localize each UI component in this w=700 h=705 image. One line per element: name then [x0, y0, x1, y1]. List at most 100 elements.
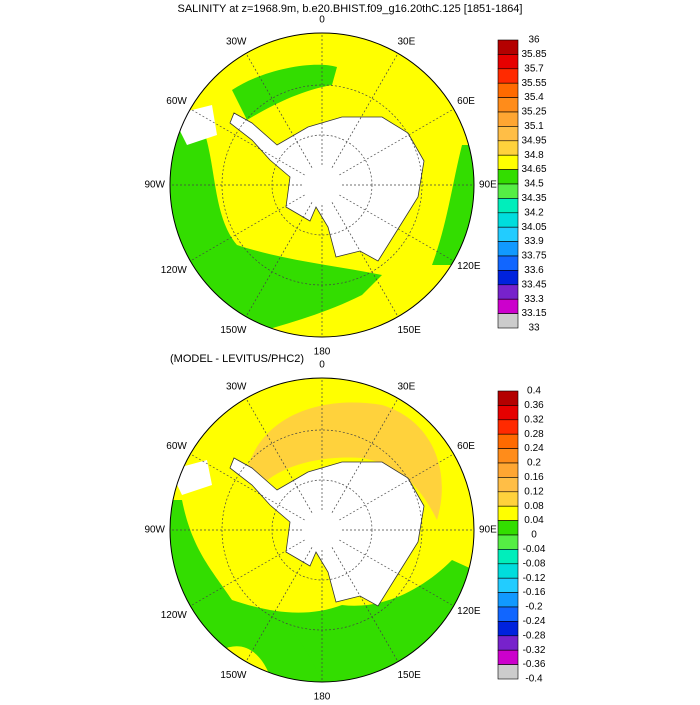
field-green: [170, 500, 474, 682]
colorbar-label: 33.75: [521, 251, 546, 262]
map-border: [169, 377, 475, 683]
longitude-label: 60W: [166, 96, 187, 107]
colorbar-box: [497, 577, 519, 593]
longitude-label: 60E: [457, 441, 475, 452]
longitude-label: 60W: [166, 441, 187, 452]
colorbar-box: [497, 126, 519, 142]
colorbar-box: [497, 169, 519, 185]
longitude-label: 90E: [479, 525, 497, 536]
colorbar-box: [497, 82, 519, 98]
meridians: [170, 33, 474, 337]
map-title: (MODEL - LEVITUS/PHC2): [170, 353, 304, 365]
colorbar-label: 0.2: [527, 458, 541, 469]
colorbar-label: 0.08: [524, 501, 544, 512]
colorbar-label: -0.28: [523, 630, 546, 641]
longitude-label: 30E: [398, 381, 416, 392]
colorbar-box: [497, 198, 519, 214]
meridian: [331, 202, 399, 317]
longitude-label: 60E: [457, 96, 475, 107]
colorbar-box: [497, 649, 519, 665]
colorbar-label: 34.05: [521, 222, 546, 233]
colorbar-label: -0.12: [523, 573, 546, 584]
colorbar-label: -0.32: [523, 645, 546, 656]
colorbar-label: 34.95: [521, 135, 546, 146]
colorbar-label: 34.2: [524, 207, 544, 218]
longitude-label: 120W: [161, 265, 188, 276]
colorbar-box: [497, 549, 519, 565]
colorbar-box: [497, 563, 519, 579]
colorbar-box: [497, 298, 519, 314]
colorbar-label: -0.04: [523, 544, 546, 555]
colorbar-label: 0.04: [524, 515, 544, 526]
colorbar-label: 0.36: [524, 400, 544, 411]
colorbar-box: [497, 433, 519, 449]
longitude-label: 120E: [457, 261, 481, 272]
colorbar-box: [497, 664, 519, 680]
longitude-label: 150W: [220, 670, 247, 681]
colorbar-label: 0.24: [524, 443, 544, 454]
map-title: SALINITY at z=1968.9m, b.e20.BHIST.f09_g…: [177, 3, 522, 15]
longitude-label: 150E: [398, 325, 422, 336]
colorbar-box: [497, 520, 519, 536]
colorbar-box: [497, 606, 519, 622]
map-border: [169, 32, 475, 338]
colorbar-label: 35.85: [521, 49, 546, 60]
longitude-label: 120W: [161, 610, 188, 621]
longitude-label: 180: [314, 347, 331, 358]
colorbar-label: 0.12: [524, 486, 544, 497]
colorbar-label: 34.65: [521, 164, 546, 175]
colorbar-box: [497, 68, 519, 84]
colorbar-box: [497, 313, 519, 329]
colorbar-box: [497, 405, 519, 421]
meridian: [245, 202, 313, 317]
field-green: [282, 620, 394, 682]
longitude-label: 30W: [226, 381, 247, 392]
longitude-label: 120E: [457, 606, 481, 617]
colorbar-box: [497, 477, 519, 493]
colorbar-label: -0.16: [523, 587, 546, 598]
longitude-label: 0: [319, 360, 325, 371]
colorbar-label: 33.15: [521, 308, 546, 319]
longitude-label: 0: [319, 15, 325, 26]
colorbar-box: [497, 448, 519, 464]
colorbar-label: 0.4: [527, 386, 541, 397]
colorbar-label: 0.16: [524, 472, 544, 483]
longitude-label: 90W: [144, 525, 165, 536]
longitude-label: 30W: [226, 36, 247, 47]
longitude-label: 30E: [398, 36, 416, 47]
colorbar-label: -0.08: [523, 558, 546, 569]
colorbar-label: 34.8: [524, 150, 544, 161]
colorbar-box: [497, 39, 519, 55]
colorbar-box: [497, 592, 519, 608]
colorbar-box: [497, 241, 519, 257]
colorbar-label: -0.2: [525, 602, 543, 613]
longitude-label: 150W: [220, 325, 247, 336]
colorbar-label: 35.25: [521, 107, 546, 118]
longitude-label: 180: [314, 692, 331, 700]
colorbar-box: [497, 270, 519, 286]
field-green: [170, 125, 382, 337]
colorbar-box: [497, 419, 519, 435]
map-difference: [169, 377, 475, 683]
colorbar-box: [497, 212, 519, 228]
colorbar-box: [497, 505, 519, 521]
colorbar-box: [497, 284, 519, 300]
colorbar-label: 35.1: [524, 121, 544, 132]
colorbar-box: [497, 226, 519, 242]
meridian: [331, 53, 399, 168]
colorbar-box: [497, 140, 519, 156]
colorbar-box: [497, 621, 519, 637]
colorbar-label: 33.6: [524, 265, 544, 276]
colorbar-label: 35.4: [524, 92, 544, 103]
colorbar-box: [497, 635, 519, 651]
colorbar-box: [497, 183, 519, 199]
colorbar-label: 35.7: [524, 63, 544, 74]
colorbar-label: -0.24: [523, 616, 546, 627]
longitude-label: 90E: [479, 180, 497, 191]
colorbar-label: 33: [528, 323, 540, 334]
colorbar-label: 33.9: [524, 236, 544, 247]
colorbar-box: [497, 54, 519, 70]
colorbar-label: 33.45: [521, 279, 546, 290]
colorbar-box: [497, 154, 519, 170]
